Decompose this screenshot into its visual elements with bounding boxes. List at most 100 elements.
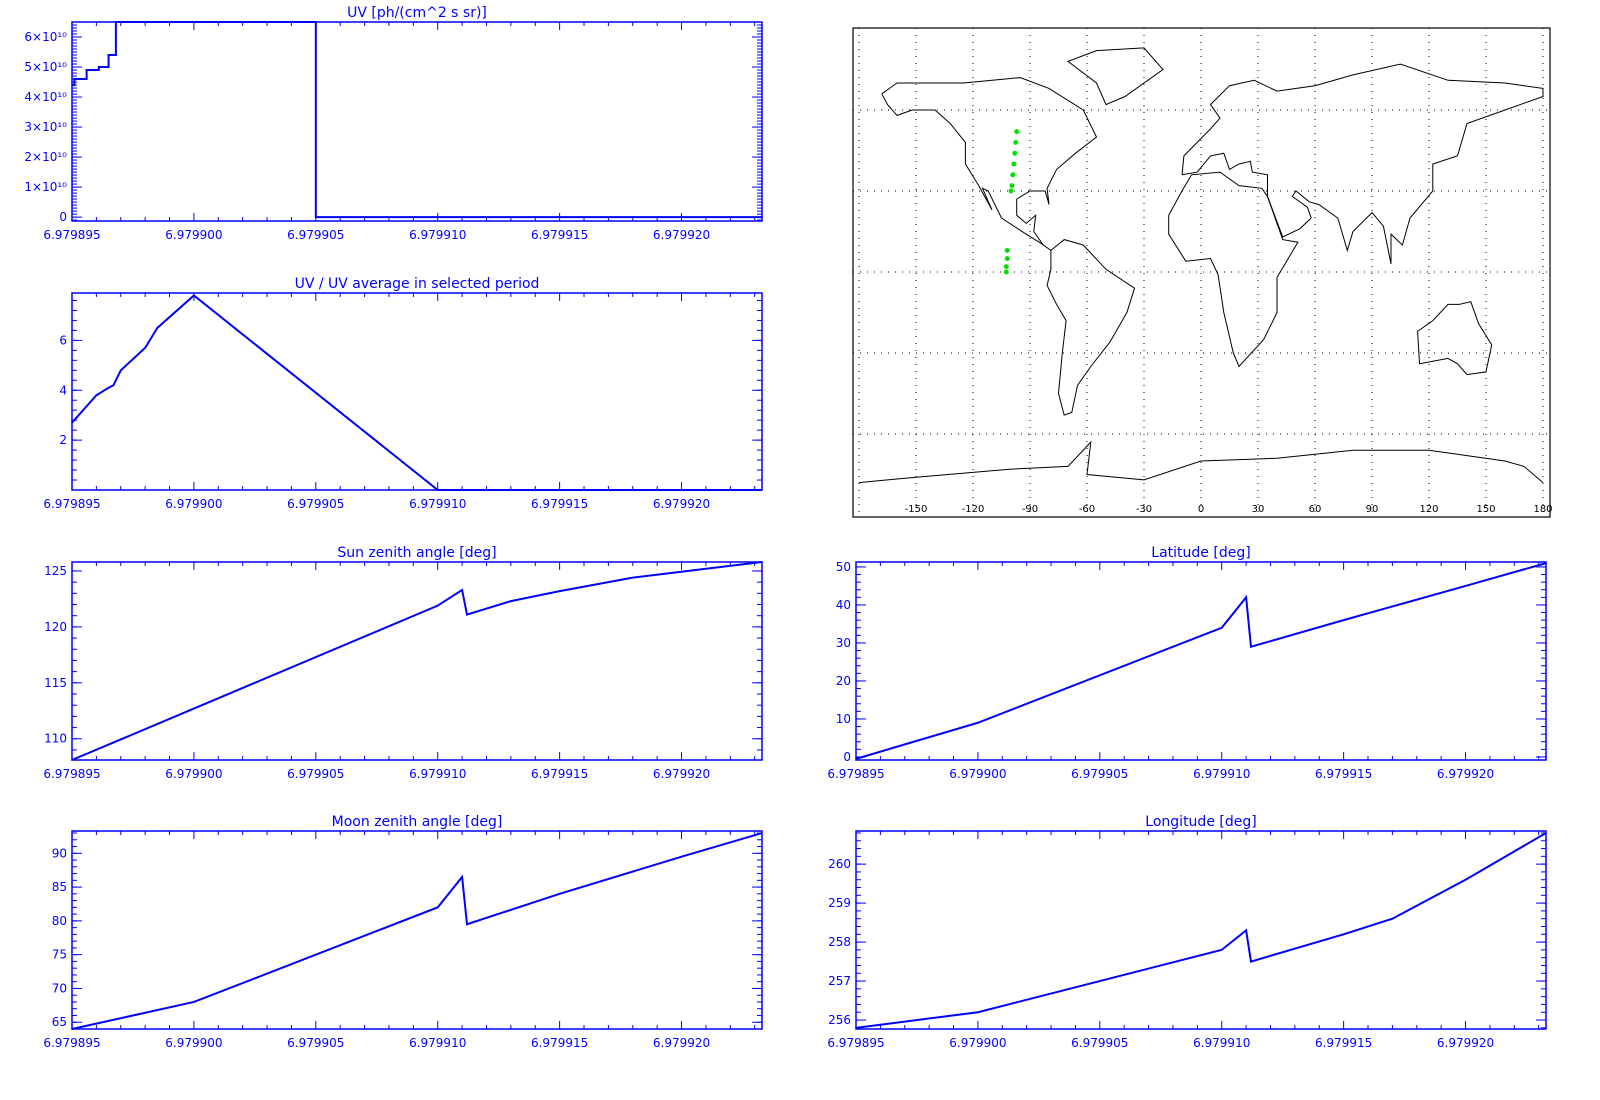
plot-frame: [855, 830, 1547, 1030]
x-tick-label: 6.979910: [1193, 767, 1250, 781]
x-tick-label: 6.979895: [43, 497, 100, 511]
data-point: [1342, 933, 1345, 936]
data-point: [461, 876, 463, 878]
series-line: [855, 562, 1547, 760]
chart-sun: Sun zenith angle [deg] 6.979895 6.979900 6.…: [43, 545, 763, 781]
x-tick-label: 6.979900: [949, 1036, 1006, 1050]
lon-tick-label: -90: [1022, 504, 1038, 515]
data-point: [855, 758, 857, 760]
data-point: [705, 567, 707, 570]
data-point: [71, 1028, 73, 1030]
data-point: [466, 613, 468, 616]
plot-frame: [71, 21, 763, 222]
x-tick-label: 6.979920: [653, 228, 710, 242]
lon-tick-label: 150: [1476, 504, 1495, 515]
data-point: [71, 759, 73, 761]
x-tick-label: 6.979900: [949, 767, 1006, 781]
y-tick-label: 40: [836, 598, 851, 612]
x-tick-label: 6.979915: [1315, 1036, 1372, 1050]
data-point: [461, 589, 463, 591]
y-tick-label: 6×10¹⁰: [24, 30, 67, 44]
y-tick-label: 257: [828, 974, 851, 988]
data-point: [193, 294, 195, 297]
chart-uv-ratio: UV / UV average in selected period 6.9798…: [43, 276, 763, 511]
coastline-africa: [1168, 171, 1299, 368]
data-point: [107, 54, 110, 56]
lon-tick-label: -60: [1079, 504, 1095, 515]
track-point-star-icon: [1013, 139, 1019, 145]
chart-title: UV [ph/(cm^2 s sr)]: [347, 5, 487, 21]
data-point: [1220, 626, 1223, 629]
x-tick-label: 6.979910: [409, 497, 466, 511]
track-point-star-icon: [1009, 183, 1015, 189]
lon-tick-label: 30: [1252, 504, 1265, 515]
series-line: [71, 294, 762, 491]
y-tick-label: 258: [828, 935, 851, 949]
data-point: [1245, 596, 1247, 599]
data-point: [98, 66, 100, 68]
y-tick-label: 115: [44, 676, 67, 690]
x-tick-label: 6.979910: [409, 228, 466, 242]
plot-frame: [71, 830, 763, 1030]
lon-tick-label: -120: [962, 504, 985, 515]
x-tick-label: 6.979900: [165, 1036, 222, 1050]
x-tick-label: 6.979920: [1437, 767, 1494, 781]
track-point-star-icon: [1010, 172, 1016, 178]
x-tick-label: 6.979895: [827, 767, 884, 781]
y-tick-label: 256: [828, 1013, 851, 1027]
plot-frame: [71, 292, 763, 491]
y-tick-label: 80: [52, 914, 67, 928]
track-point-star-icon: [1011, 161, 1017, 167]
data-point: [1250, 645, 1252, 648]
lon-tick-label: -30: [1136, 504, 1152, 515]
y-tick-label: 90: [52, 846, 67, 860]
chart-uv: UV [ph/(cm^2 s sr)] 6.979895 6.979900 6.979…: [24, 5, 763, 242]
y-tick-label: 6: [59, 333, 67, 347]
data-point: [436, 489, 439, 491]
x-tick-label: 6.979895: [43, 1036, 100, 1050]
data-point: [761, 489, 763, 491]
track-point-star-icon: [1003, 264, 1009, 270]
world-map: -150 -120 -90 -60 -30 0 30 60 90 120 150 180: [852, 27, 1553, 518]
lon-tick-label: 90: [1366, 504, 1379, 515]
data-point: [466, 923, 468, 926]
coastline-antarctica: [858, 440, 1544, 484]
x-tick-label: 6.979910: [1193, 1036, 1250, 1050]
data-point: [1391, 917, 1394, 920]
data-point: [1545, 832, 1547, 834]
chart-longitude: Longitude [deg] 6.979895 6.979900 6.979905 6…: [827, 814, 1547, 1050]
x-tick-label: 6.979900: [165, 228, 222, 242]
chart-title: UV / UV average in selected period: [295, 276, 540, 292]
x-tick-label: 6.979915: [531, 1036, 588, 1050]
data-point: [73, 78, 76, 80]
data-point: [1342, 619, 1345, 621]
x-tick-label: 6.979920: [1437, 1036, 1494, 1050]
y-tick-label: 65: [52, 1015, 67, 1029]
data-point: [156, 327, 159, 329]
lon-tick-label: 180: [1533, 504, 1552, 515]
x-tick-label: 6.979905: [1071, 767, 1128, 781]
track-point-star-icon: [1004, 256, 1010, 261]
series-line: [72, 21, 762, 219]
x-tick-label: 6.979915: [531, 497, 588, 511]
x-tick-label: 6.979915: [1315, 767, 1372, 781]
data-point: [436, 906, 439, 909]
lon-tick-label: -150: [905, 504, 928, 515]
y-tick-label: 50: [836, 560, 851, 574]
coastline-greenland: [1066, 47, 1164, 106]
coastline-north-america: [881, 77, 1098, 251]
track-point-star-icon: [1012, 150, 1018, 156]
data-point: [761, 832, 763, 834]
data-point: [90, 69, 93, 71]
x-tick-label: 6.979920: [653, 497, 710, 511]
x-tick-label: 6.979920: [653, 767, 710, 781]
data-point: [95, 394, 98, 397]
x-tick-label: 6.979920: [653, 1036, 710, 1050]
series-line: [71, 561, 763, 761]
x-tick-label: 6.979895: [43, 767, 100, 781]
data-point: [510, 600, 512, 602]
x-tick-label: 6.979895: [43, 228, 100, 242]
y-tick-label: 259: [828, 896, 851, 910]
data-point: [315, 21, 317, 23]
x-tick-label: 6.979895: [827, 1036, 884, 1050]
